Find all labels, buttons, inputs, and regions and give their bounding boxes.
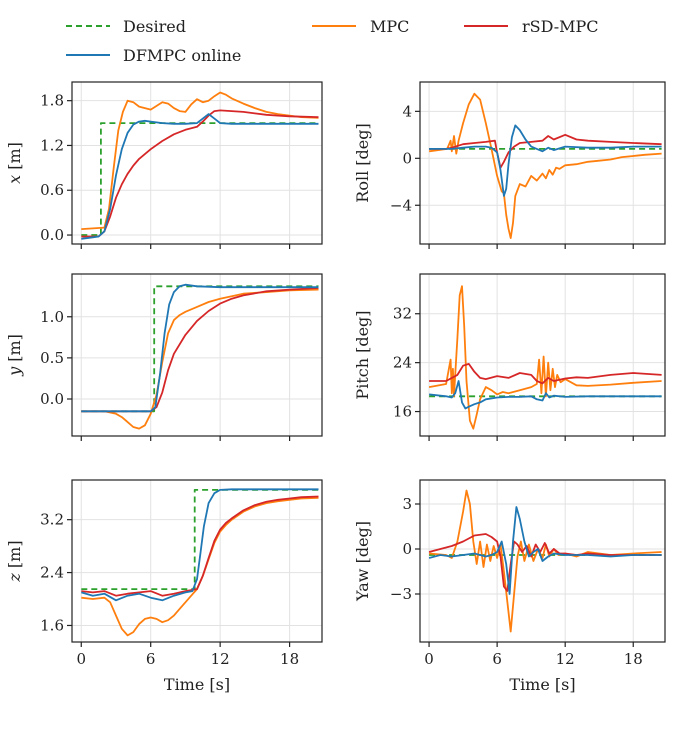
x-tick-label-yaw: 18 [624, 650, 643, 668]
series-line-dfmpc-z [81, 488, 319, 602]
y-tick-label-roll: 4 [402, 102, 412, 120]
legend-label-rsd-mpc: rSD-MPC [522, 17, 599, 36]
series-line-rsd-roll [429, 133, 662, 169]
y-tick-label-pitch: 32 [393, 305, 412, 323]
legend-item-rsd-mpc: rSD-MPC [464, 17, 599, 36]
subplot-y: 0.0 0.5 1.0 y [m] [5, 273, 323, 441]
y-tick-label-pitch: 24 [393, 354, 412, 372]
series-line-rsd-pitch [429, 362, 662, 385]
y-axis-label-y: y [m] [5, 334, 24, 377]
series-line-desired-y [81, 285, 319, 413]
y-tick-label-roll: −4 [390, 196, 412, 214]
y-tick-label-yaw: 3 [402, 495, 412, 513]
subplot-grid: 0.0 0.6 1.2 1.8 x [m] −4 0 4 Roll [deg] 0.0 0.5 1.0… [5, 81, 666, 694]
grid-y [72, 274, 322, 436]
x-tick-label-yaw: 12 [556, 650, 575, 668]
series-group-pitch [428, 285, 662, 430]
x-tick-label-z: 18 [280, 650, 299, 668]
legend-item-dfmpc-online: DFMPC online [66, 46, 241, 65]
y-tick-label-x: 0.6 [40, 181, 64, 199]
series-line-dfmpc-pitch [429, 380, 662, 410]
series-line-dfmpc-yaw [428, 506, 662, 595]
series-line-mpc-x [81, 91, 319, 230]
y-tick-label-x: 1.8 [40, 92, 64, 110]
grid-z [72, 480, 322, 642]
x-tick-label-z: 6 [146, 650, 156, 668]
series-line-dfmpc-roll [429, 124, 662, 197]
y-axis-label-x: x [m] [5, 142, 24, 184]
legend-label-desired: Desired [123, 17, 186, 36]
x-tick-label-yaw: 0 [424, 650, 434, 668]
series-group-x [81, 91, 319, 240]
y-tick-label-y: 0.5 [40, 349, 64, 367]
y-axis-label-yaw: Yaw [deg] [353, 521, 372, 602]
plot-frame-x [71, 81, 323, 245]
legend-label-mpc: MPC [370, 17, 409, 36]
subplot-x: 0.0 0.6 1.2 1.8 x [m] [5, 81, 323, 249]
legend: Desired MPC rSD-MPC DFMPC online [66, 17, 599, 65]
plot-frame-yaw [419, 479, 666, 643]
legend-label-dfmpc-online: DFMPC online [123, 46, 241, 65]
y-axis-label-roll: Roll [deg] [353, 123, 372, 202]
subplot-yaw: 0 6 12 18 −3 0 3 Yaw [deg] Time [s] [353, 479, 666, 694]
series-line-mpc-y [81, 288, 319, 430]
series-line-rsd-x [81, 109, 319, 238]
subplot-z: 0 6 12 18 1.6 2.4 3.2 z [m] Time [s] [5, 479, 323, 694]
y-axis-label-z: z [m] [5, 540, 24, 582]
grid-roll [420, 82, 665, 244]
y-axis-label-pitch: Pitch [deg] [353, 310, 372, 399]
series-line-dfmpc-y [81, 283, 319, 413]
subplot-roll: −4 0 4 Roll [deg] [353, 81, 666, 249]
y-tick-label-yaw: −3 [390, 585, 412, 603]
x-axis-label-yaw: Time [s] [509, 675, 575, 694]
plot-frame-roll [419, 81, 666, 245]
legend-item-mpc: MPC [312, 17, 409, 36]
y-tick-label-roll: 0 [402, 149, 412, 167]
y-tick-label-x: 0.0 [40, 226, 64, 244]
series-group-y [81, 283, 319, 430]
x-tick-label-z: 0 [76, 650, 86, 668]
series-line-mpc-yaw [429, 489, 662, 633]
x-axis-label-z: Time [s] [164, 675, 230, 694]
y-tick-label-x: 1.2 [40, 136, 64, 154]
legend-item-desired: Desired [66, 17, 186, 36]
series-line-mpc-roll [428, 92, 662, 240]
x-tick-label-z: 12 [211, 650, 230, 668]
y-tick-label-y: 1.0 [40, 308, 64, 326]
series-line-mpc-z [81, 497, 319, 637]
y-tick-label-pitch: 16 [393, 403, 412, 421]
series-line-desired-z [81, 488, 319, 590]
x-tick-label-yaw: 6 [492, 650, 502, 668]
y-tick-label-z: 2.4 [40, 564, 64, 582]
subplot-pitch: 16 24 32 Pitch [deg] [353, 273, 666, 441]
y-tick-label-z: 3.2 [40, 511, 64, 529]
series-group-z [81, 488, 319, 637]
plot-frame-z [71, 479, 323, 643]
plot-frame-y [71, 273, 323, 437]
y-tick-label-z: 1.6 [40, 616, 64, 634]
y-tick-label-y: 0.0 [40, 390, 64, 408]
y-tick-label-yaw: 0 [402, 540, 412, 558]
series-line-desired-x [81, 122, 319, 236]
series-line-mpc-pitch [428, 285, 662, 430]
series-line-dfmpc-x [81, 113, 319, 240]
series-line-rsd-z [81, 495, 319, 597]
series-line-rsd-yaw [428, 533, 662, 592]
plot-frame-pitch [419, 273, 666, 437]
series-group-yaw [428, 489, 662, 633]
series-group-roll [428, 92, 662, 240]
